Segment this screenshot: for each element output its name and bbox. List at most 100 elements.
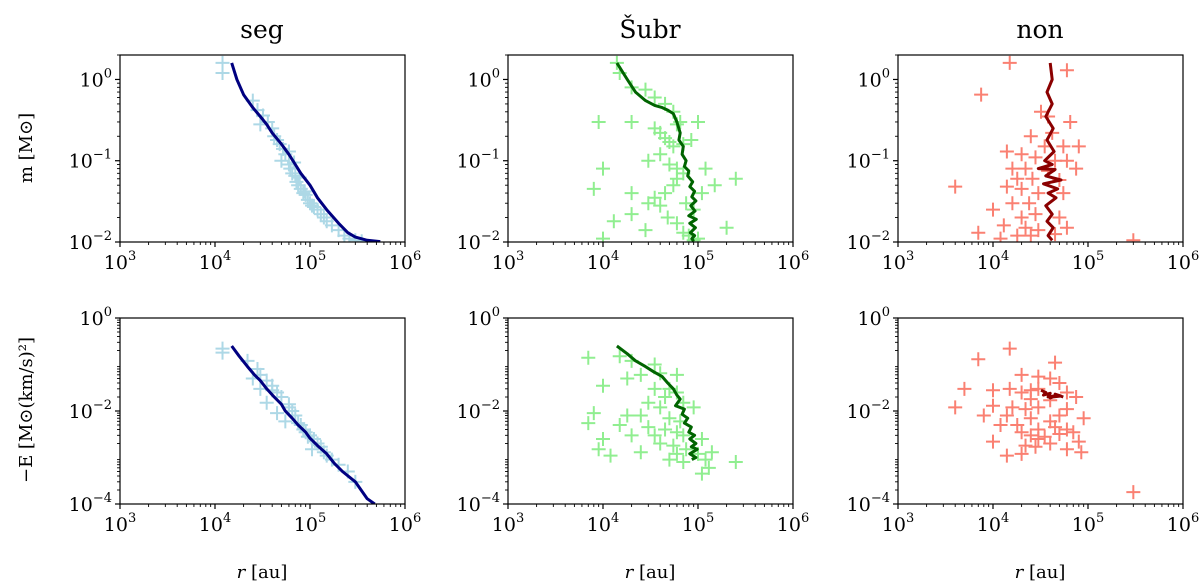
data-point bbox=[971, 225, 986, 240]
y-tick-label: 10−2 bbox=[69, 229, 112, 254]
xlabel-unit: [au] bbox=[251, 562, 287, 583]
data-point bbox=[669, 171, 684, 186]
panel-mass-subr-points bbox=[586, 55, 743, 242]
data-point bbox=[1052, 408, 1067, 423]
x-tick-label: 105 bbox=[682, 511, 714, 536]
data-point bbox=[1018, 220, 1033, 235]
data-point bbox=[624, 114, 639, 129]
data-point bbox=[306, 199, 321, 214]
data-point bbox=[666, 178, 681, 193]
data-point bbox=[1005, 161, 1020, 176]
data-point bbox=[215, 66, 230, 81]
y-tick-label: 10−2 bbox=[847, 398, 890, 423]
data-point bbox=[1048, 355, 1063, 370]
x-tick-label: 103 bbox=[104, 249, 136, 274]
panel-energy-non: 103 104 105 106 10−4 10−2 100 bbox=[847, 305, 1200, 536]
series-line bbox=[230, 345, 376, 504]
y-tick-label: 100 bbox=[468, 66, 500, 91]
data-point bbox=[660, 210, 675, 225]
data-point bbox=[250, 362, 265, 377]
data-point bbox=[620, 371, 635, 386]
data-point bbox=[1023, 428, 1038, 443]
data-point bbox=[1059, 153, 1074, 168]
data-point bbox=[647, 357, 662, 372]
data-point bbox=[313, 207, 328, 222]
data-point bbox=[1052, 210, 1067, 225]
data-point bbox=[1059, 442, 1074, 457]
data-point bbox=[701, 460, 716, 475]
data-point bbox=[274, 153, 289, 168]
data-point bbox=[957, 381, 972, 396]
y-tick-label: 10−2 bbox=[457, 229, 500, 254]
y-tick-label: 10−1 bbox=[847, 148, 890, 173]
data-point bbox=[270, 406, 285, 421]
ylabel-mass: m [M⊙] bbox=[16, 113, 37, 183]
data-point bbox=[1018, 402, 1033, 417]
data-point bbox=[993, 417, 1008, 432]
x-tick-label: 104 bbox=[199, 249, 231, 274]
data-point bbox=[305, 198, 320, 213]
data-point bbox=[1059, 402, 1074, 417]
data-point bbox=[624, 207, 639, 222]
data-point bbox=[1014, 210, 1029, 225]
x-tick-label: 106 bbox=[777, 511, 809, 536]
x-tick-label: 103 bbox=[882, 511, 914, 536]
column-title-non: non bbox=[1016, 15, 1063, 44]
data-point bbox=[591, 114, 606, 129]
data-point bbox=[1014, 446, 1029, 461]
data-point bbox=[679, 196, 694, 211]
data-point bbox=[1074, 445, 1089, 460]
x-tick-label: 105 bbox=[1072, 511, 1104, 536]
data-point bbox=[993, 231, 1008, 242]
data-point bbox=[586, 406, 601, 421]
data-point bbox=[633, 408, 648, 423]
series-line bbox=[615, 62, 698, 242]
series-line bbox=[616, 344, 699, 461]
data-point bbox=[986, 383, 1000, 398]
data-point bbox=[1076, 411, 1091, 426]
data-point bbox=[1028, 439, 1043, 454]
axes-frame bbox=[119, 54, 406, 243]
data-point bbox=[1002, 381, 1017, 396]
y-tick-label: 100 bbox=[858, 66, 890, 91]
series-line bbox=[230, 62, 381, 242]
data-point bbox=[999, 144, 1014, 159]
xlabel-var: r bbox=[1015, 562, 1025, 583]
data-point bbox=[971, 352, 986, 367]
axes-frame bbox=[507, 317, 794, 505]
data-point bbox=[638, 223, 653, 238]
data-point bbox=[612, 349, 627, 364]
data-point bbox=[633, 367, 648, 382]
data-point bbox=[1014, 385, 1029, 400]
x-tick-label: 105 bbox=[1072, 249, 1104, 274]
data-point bbox=[698, 452, 713, 467]
data-point bbox=[596, 161, 610, 176]
panel-mass-non-points bbox=[948, 55, 1141, 242]
data-point bbox=[1023, 228, 1038, 242]
data-point bbox=[707, 178, 722, 193]
data-point bbox=[609, 55, 624, 70]
data-point bbox=[1014, 181, 1029, 196]
x-tick-label: 104 bbox=[977, 249, 1009, 274]
data-point bbox=[669, 216, 684, 231]
data-point bbox=[1014, 425, 1029, 440]
data-point bbox=[686, 400, 701, 415]
data-point bbox=[986, 398, 1000, 413]
data-point bbox=[1002, 341, 1017, 356]
data-point bbox=[641, 196, 656, 211]
data-point bbox=[638, 82, 653, 97]
data-point bbox=[596, 431, 610, 446]
data-point bbox=[1005, 196, 1020, 211]
data-point bbox=[1010, 228, 1025, 242]
data-point bbox=[1018, 438, 1033, 453]
y-tick-label: 10−4 bbox=[847, 491, 890, 516]
x-tick-label: 106 bbox=[1167, 249, 1199, 274]
data-point bbox=[1014, 367, 1029, 382]
data-point bbox=[1066, 425, 1081, 440]
data-point bbox=[586, 181, 601, 196]
data-point bbox=[666, 139, 681, 154]
data-point bbox=[704, 445, 719, 460]
data-point bbox=[669, 446, 684, 461]
x-tick-label: 104 bbox=[587, 511, 619, 536]
y-tick-label: 100 bbox=[80, 66, 112, 91]
